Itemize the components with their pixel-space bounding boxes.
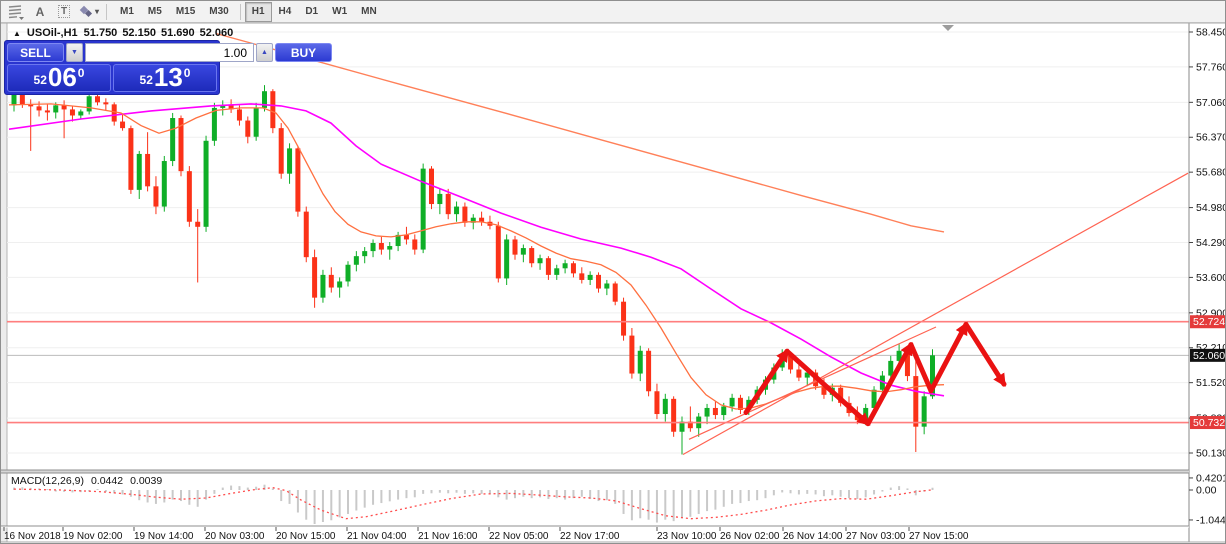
- timeframe-M15[interactable]: M15: [175, 6, 196, 17]
- price-close: 52.060: [199, 27, 234, 39]
- price-open: 51.750: [83, 27, 118, 39]
- price-axis-label: 58.450: [1196, 27, 1226, 39]
- svg-text:52.724: 52.724: [1193, 316, 1225, 328]
- time-axis-label: 27 Nov 03:00: [846, 531, 906, 542]
- price-high: 52.150: [122, 27, 156, 39]
- ask-price-box[interactable]: 52 13 0: [113, 64, 217, 92]
- line-studies-icon[interactable]: [5, 2, 27, 22]
- dropdown-caret-icon: ▾: [95, 7, 100, 16]
- timeframe-M1[interactable]: M1: [120, 6, 134, 17]
- toolbar-separator: [106, 3, 108, 20]
- time-axis-label: 26 Nov 02:00: [720, 531, 780, 542]
- macd-axis-label: 0.00: [1196, 485, 1217, 497]
- time-axis-label: 26 Nov 14:00: [783, 531, 843, 542]
- timeframe-M5[interactable]: M5: [147, 6, 162, 17]
- symbol-period: USOil-,H1: [26, 27, 78, 39]
- volume-decrease-button[interactable]: ▼: [66, 43, 83, 62]
- macd-panel: [13, 484, 934, 525]
- ask-main: 13: [153, 62, 183, 92]
- price-axis-label: 53.600: [1196, 272, 1226, 284]
- timeframe-H4[interactable]: H4: [278, 6, 292, 17]
- timeframe-bar: M1 M5 M15 M30 H1 H4 D1 W1 MN: [113, 1, 384, 22]
- time-axis-label: 21 Nov 04:00: [347, 531, 407, 542]
- price-low: 51.690: [160, 27, 195, 39]
- chart-shift-marker-icon[interactable]: [942, 25, 954, 31]
- time-axis-label: 27 Nov 15:00: [909, 531, 969, 542]
- price-axis-label: 51.520: [1196, 377, 1226, 389]
- time-axis: 16 Nov 2018 19 Nov 02:00 19 Nov 14:00 20 No…: [3, 527, 969, 542]
- bid-price-box[interactable]: 52 06 0: [7, 64, 111, 92]
- buy-button[interactable]: BUY: [275, 43, 332, 62]
- svg-text:50.732: 50.732: [1193, 417, 1225, 429]
- timeframe-H1[interactable]: H1: [244, 1, 272, 22]
- macd-value: 0.0442: [90, 475, 124, 487]
- toolbar-separator: [239, 3, 241, 20]
- macd-axis-label: -1.0442: [1196, 514, 1226, 526]
- timeframe-M30[interactable]: M30: [209, 6, 229, 17]
- candlesticks: [11, 85, 935, 455]
- ma-orange-long: [215, 32, 945, 233]
- text-icon[interactable]: A: [35, 4, 45, 19]
- price-axis-label: 54.980: [1196, 202, 1226, 214]
- volume-increase-button[interactable]: ▲: [256, 43, 273, 62]
- svg-text:52.060: 52.060: [1193, 350, 1225, 362]
- trend-line-1: [682, 172, 1189, 456]
- price-axis-label: 50.130: [1196, 447, 1226, 459]
- zigzag-arrow-annotation: [743, 321, 1007, 427]
- price-axis-label: 57.760: [1196, 61, 1226, 73]
- macd-signal-value: 0.0039: [130, 475, 163, 487]
- timeframe-W1[interactable]: W1: [332, 6, 348, 17]
- time-axis-label: 22 Nov 05:00: [489, 531, 549, 542]
- ask-prefix: 52: [139, 73, 153, 87]
- price-axis-label: 57.060: [1196, 97, 1226, 109]
- price-axis-label: 56.370: [1196, 132, 1226, 144]
- ask-pip: 0: [183, 66, 191, 80]
- current-price-tag: 52.060: [1190, 348, 1225, 362]
- time-axis-label: 22 Nov 17:00: [560, 531, 620, 542]
- time-axis-label: 21 Nov 16:00: [418, 531, 478, 542]
- time-axis-label: 19 Nov 02:00: [63, 531, 123, 542]
- macd-axis-label: 0.4201: [1196, 472, 1226, 484]
- ma-magenta-slow: [8, 103, 945, 397]
- time-axis-label: 20 Nov 03:00: [205, 531, 265, 542]
- sell-button[interactable]: SELL: [7, 43, 64, 62]
- price-axis-label: 55.680: [1196, 167, 1226, 179]
- macd-name: MACD(12,26,9): [11, 475, 84, 487]
- trend-line-2: [688, 326, 937, 440]
- ma-orange-fast: [8, 103, 945, 410]
- level-price-tag: 52.724: [1190, 315, 1225, 329]
- ohlc-values: 51.750 52.150 51.690 52.060: [84, 27, 234, 39]
- volume-input[interactable]: [85, 43, 254, 62]
- macd-indicator-label: MACD(12,26,9) 0.0442 0.0039: [11, 475, 162, 487]
- toolbar: A T ▾ M1 M5 M15 M30 H1 H4 D1 W1 MN: [1, 1, 1225, 23]
- text-label-icon[interactable]: T: [53, 2, 75, 22]
- arrows-icon[interactable]: ▾: [77, 2, 100, 22]
- text-label-glyph: T: [57, 5, 71, 18]
- chart-title: ▲ USOil-,H1 51.750 52.150 51.690 52.060: [13, 27, 233, 39]
- time-axis-label: 23 Nov 10:00: [657, 531, 717, 542]
- timeframe-MN[interactable]: MN: [361, 6, 377, 17]
- bid-prefix: 52: [33, 73, 47, 87]
- time-axis-label: 20 Nov 15:00: [276, 531, 336, 542]
- price-axis-label: 54.290: [1196, 237, 1226, 249]
- bid-main: 06: [47, 62, 77, 92]
- macd-signal-line: [13, 487, 933, 520]
- time-axis-label: 19 Nov 14:00: [134, 531, 194, 542]
- level-price-tag: 50.732: [1190, 416, 1225, 430]
- bid-pip: 0: [77, 66, 85, 80]
- panel-collapse-icon[interactable]: ▲: [13, 28, 21, 38]
- time-axis-label: 16 Nov 2018: [4, 531, 61, 542]
- timeframe-D1[interactable]: D1: [305, 6, 319, 17]
